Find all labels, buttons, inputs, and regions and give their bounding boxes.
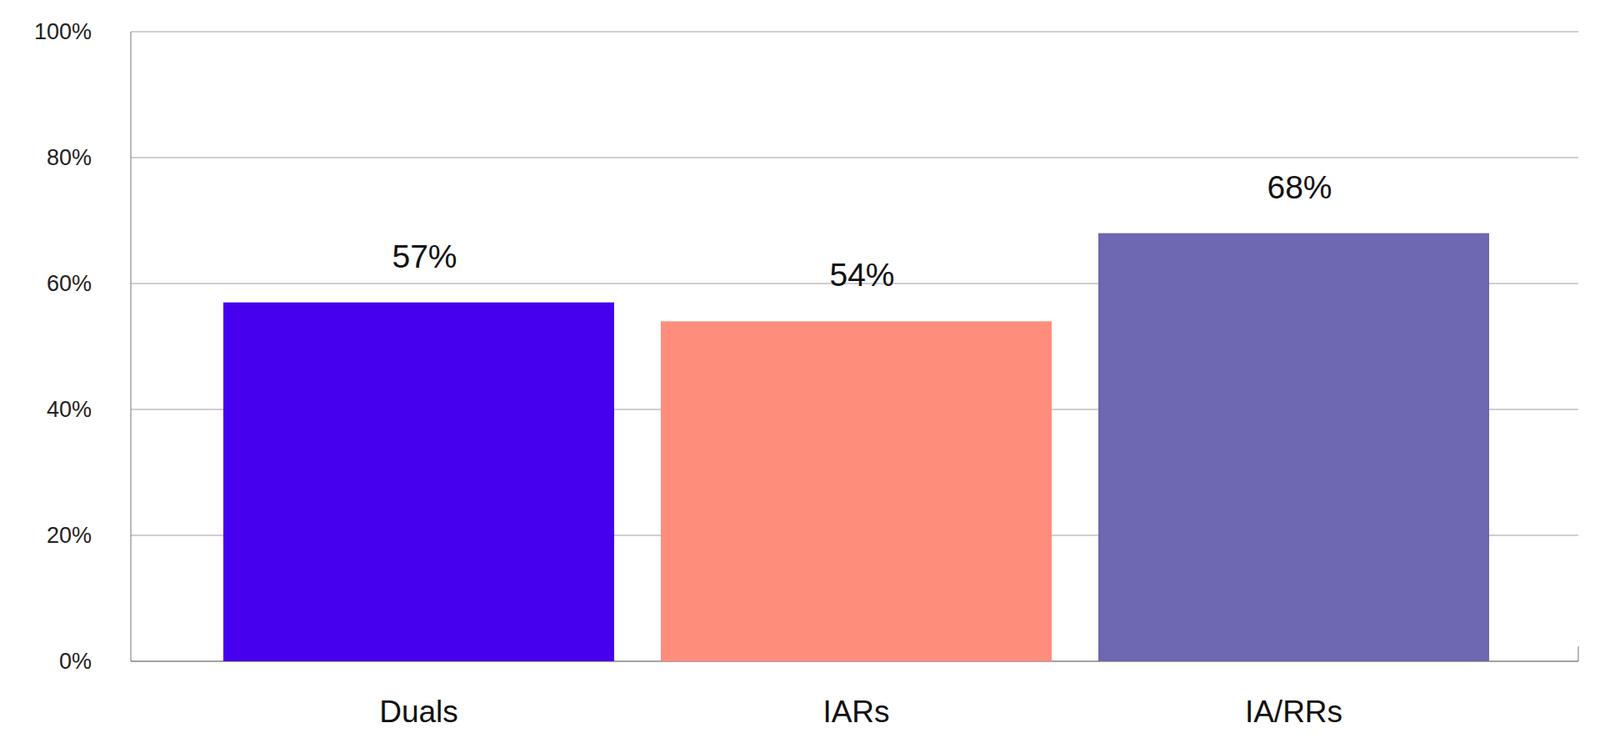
y-tick-label: 80% [46,145,92,170]
grid-line [130,157,1579,159]
x-tick-label: IA/RRs [1245,694,1343,729]
y-axis-line [130,31,132,661]
chart-container: 0% 20% 40% 60% 80% 100% 57% Duals 54% IARs 68% IA/R… [0,0,1600,748]
y-tick-label: 100% [34,19,92,45]
data-label: 57% [391,238,457,275]
bar [660,320,1052,661]
y-tick-label: 0% [59,648,92,674]
x-axis-end-tick [1578,645,1580,661]
x-tick-label: Duals [379,694,459,729]
grid-line [130,31,1579,33]
y-tick-label: 60% [46,270,92,296]
bars [223,233,1490,661]
bar [223,302,615,661]
data-label: 54% [829,256,895,293]
y-tick-label: 40% [46,396,92,422]
x-tick-label: IARs [822,694,890,729]
y-tick-label: 20% [46,522,92,548]
chart-svg: 0% 20% 40% 60% 80% 100% 57% Duals 54% IARs 68% IA/R… [0,0,1600,748]
bar [1098,233,1490,661]
data-label: 68% [1266,169,1332,205]
